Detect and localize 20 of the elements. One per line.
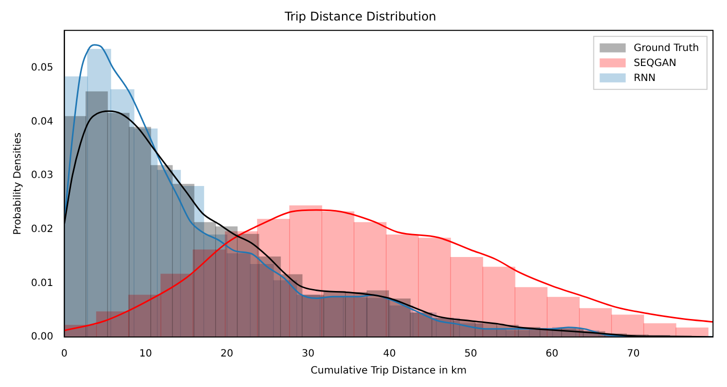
x-tick-label: 40 xyxy=(383,348,396,360)
x-tick-label: 30 xyxy=(302,348,315,360)
y-axis-title: Probability Densities xyxy=(12,132,24,235)
legend-label: Ground Truth xyxy=(634,42,700,54)
x-tick-label: 60 xyxy=(546,348,558,360)
x-tick-label: 70 xyxy=(626,348,640,360)
chart-title: Trip Distance Distribution xyxy=(284,9,436,24)
x-axis-title: Cumulative Trip Distance in km xyxy=(310,366,467,377)
legend-label: RNN xyxy=(634,72,656,84)
x-tick-label: 50 xyxy=(464,348,478,360)
y-tick-label: 0.03 xyxy=(31,170,54,182)
legend-label: SEQGAN xyxy=(634,58,676,69)
x-tick-label: 20 xyxy=(220,348,234,360)
y-tick-label: 0.05 xyxy=(31,62,54,74)
x-tick-label: 10 xyxy=(139,348,152,360)
y-tick-label: 0.01 xyxy=(31,278,54,289)
y-tick-label: 0.04 xyxy=(31,116,54,128)
y-tick-label: 0.02 xyxy=(31,224,54,236)
y-tick-label: 0.00 xyxy=(31,332,54,343)
x-tick-label: 0 xyxy=(61,348,68,360)
